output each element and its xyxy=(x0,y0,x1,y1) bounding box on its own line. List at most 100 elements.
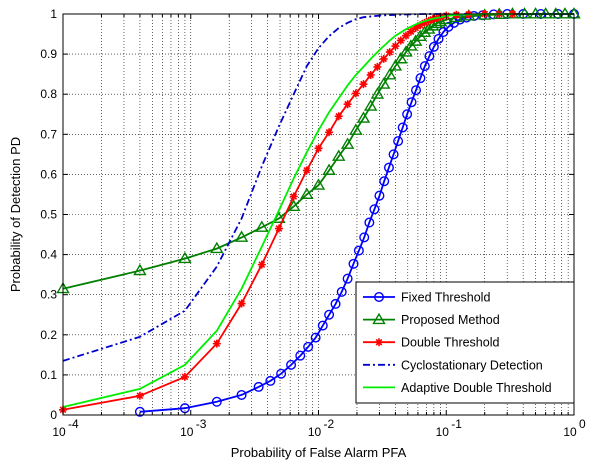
data-point xyxy=(388,149,399,160)
data-point xyxy=(417,25,432,37)
series-cyclostationary-detection xyxy=(62,13,447,362)
legend-entry: Adaptive Double Threshold xyxy=(363,381,552,395)
data-point xyxy=(399,45,413,57)
data-point xyxy=(369,204,380,215)
data-point xyxy=(433,14,448,27)
data-point xyxy=(330,298,341,309)
y-tick-label: 0.2 xyxy=(40,328,57,342)
legend-entry: Fixed Threshold xyxy=(363,291,490,305)
data-point xyxy=(379,54,388,63)
data-point xyxy=(257,260,266,269)
data-point xyxy=(134,406,145,417)
data-point xyxy=(317,320,328,331)
data-point xyxy=(310,332,321,343)
legend-label: Proposed Method xyxy=(401,313,500,327)
data-point xyxy=(419,61,430,72)
data-point xyxy=(421,22,436,34)
data-point xyxy=(420,18,429,27)
data-point xyxy=(411,85,422,96)
data-point xyxy=(375,338,383,347)
data-point xyxy=(289,192,298,201)
x-tick-label: 10 xyxy=(308,425,322,439)
data-point xyxy=(517,7,532,19)
x-tick-label: 10 xyxy=(180,425,194,439)
data-point xyxy=(429,16,444,29)
data-point xyxy=(366,70,375,79)
data-point xyxy=(210,241,224,254)
data-point xyxy=(234,230,249,242)
data-point xyxy=(325,128,334,137)
data-point xyxy=(397,122,408,133)
data-point xyxy=(178,251,192,264)
data-point xyxy=(237,299,246,308)
y-tick-label: 0.3 xyxy=(40,288,57,302)
data-point xyxy=(276,368,287,379)
data-point xyxy=(394,52,408,64)
data-point xyxy=(265,375,276,386)
legend-label: Cyclostationary Detection xyxy=(401,358,543,372)
data-point xyxy=(211,396,222,407)
data-point xyxy=(428,41,439,52)
data-point xyxy=(359,232,370,243)
data-point xyxy=(385,48,394,57)
data-point xyxy=(396,36,405,45)
data-point xyxy=(336,286,347,297)
data-point xyxy=(353,245,364,256)
y-tick-label: 0.4 xyxy=(40,248,57,262)
legend-entry: Proposed Method xyxy=(363,312,500,327)
data-point xyxy=(370,87,385,99)
data-point xyxy=(349,123,363,135)
y-axis-label: Probability of Detection PD xyxy=(8,137,23,292)
data-point xyxy=(295,350,306,361)
data-point xyxy=(402,109,413,120)
data-point xyxy=(372,312,386,325)
data-point xyxy=(324,309,335,320)
legend-label: Fixed Threshold xyxy=(401,291,490,305)
data-point xyxy=(303,341,314,352)
data-point xyxy=(438,27,449,38)
x-tick-exponent: -1 xyxy=(451,417,462,431)
data-point xyxy=(388,59,403,71)
data-point xyxy=(343,100,352,109)
data-point xyxy=(311,178,326,190)
series-line xyxy=(62,13,447,362)
data-point xyxy=(393,136,404,147)
data-point xyxy=(406,27,415,36)
data-point xyxy=(300,187,314,200)
data-point xyxy=(253,381,264,392)
y-tick-label: 1 xyxy=(50,7,57,21)
legend-label: Adaptive Double Threshold xyxy=(401,381,552,395)
y-tick-label: 0.8 xyxy=(40,87,57,101)
data-point xyxy=(348,258,359,269)
x-tick-label: 10 xyxy=(563,425,577,439)
data-point xyxy=(373,62,382,71)
data-point xyxy=(334,112,343,121)
data-point xyxy=(180,372,189,381)
data-point xyxy=(383,162,394,173)
data-point xyxy=(374,190,385,201)
data-point xyxy=(133,263,147,276)
y-tick-label: 0.5 xyxy=(40,208,57,222)
data-point xyxy=(342,273,353,284)
data-point xyxy=(135,391,144,400)
data-point xyxy=(274,224,283,233)
data-point xyxy=(433,33,444,44)
data-point xyxy=(236,389,247,400)
data-point xyxy=(528,7,543,19)
x-tick-exponent: -2 xyxy=(324,417,335,431)
data-point xyxy=(356,111,371,123)
data-point xyxy=(538,7,553,19)
y-tick-label: 0.1 xyxy=(40,368,57,382)
data-point xyxy=(411,24,420,33)
data-point xyxy=(359,80,368,89)
y-tick-label: 0 xyxy=(50,408,57,422)
data-point xyxy=(391,42,400,51)
data-point xyxy=(382,68,397,80)
x-tick-label: 10 xyxy=(52,425,66,439)
x-axis-label: Probability of False Alarm PFA xyxy=(231,445,407,460)
data-point xyxy=(351,89,360,98)
grid xyxy=(63,14,574,415)
data-point xyxy=(558,7,572,19)
data-point xyxy=(364,217,375,228)
